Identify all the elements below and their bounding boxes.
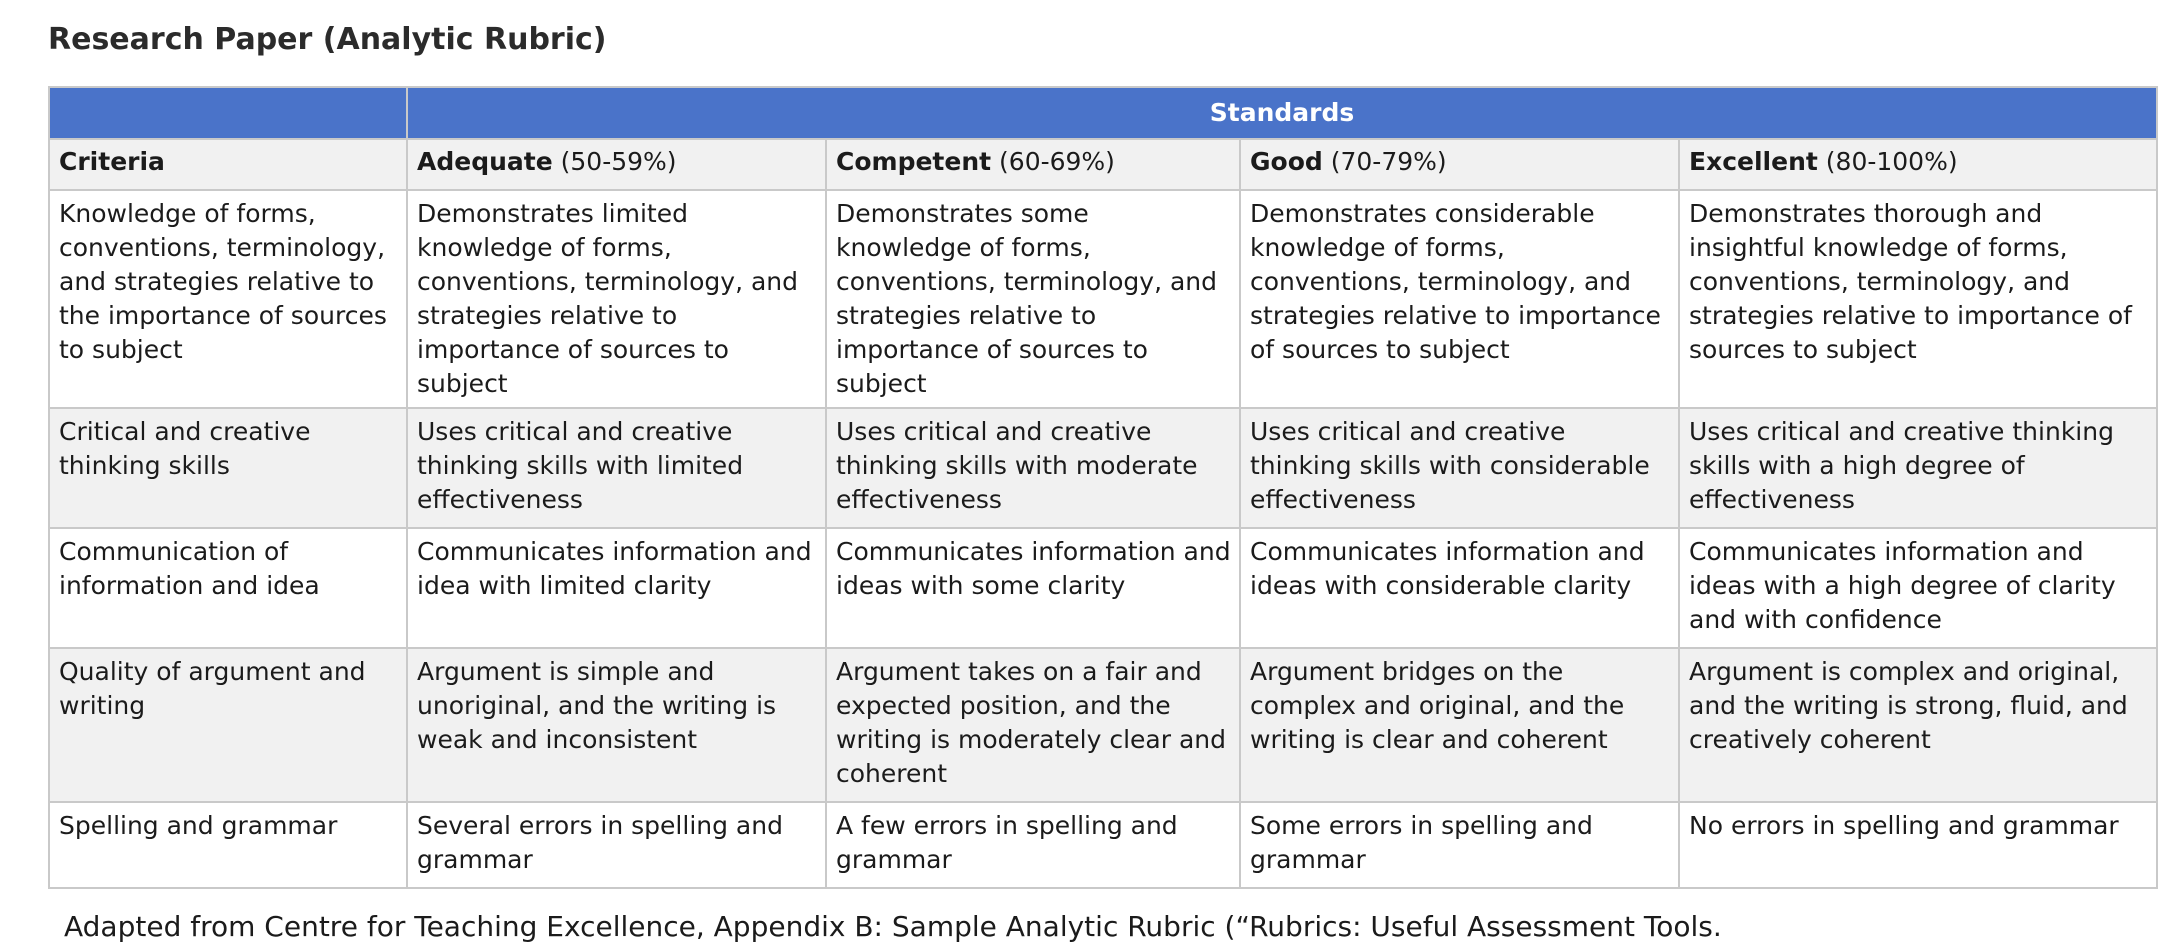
- level-name: Excellent: [1689, 147, 1818, 176]
- rubric-cell: Argument is complex and original, and th…: [1678, 647, 2158, 803]
- standards-header: Standards: [406, 86, 2158, 140]
- rubric-cell: Uses critical and creative thinking skil…: [825, 407, 1241, 529]
- rubric-cell: Uses critical and creative thinking skil…: [1239, 407, 1680, 529]
- rubric-cell: Several errors in spelling and grammar: [406, 801, 827, 889]
- source-footnote: Adapted from Centre for Teaching Excelle…: [64, 910, 1722, 943]
- table-row: Spelling and grammar Several errors in s…: [48, 801, 2158, 889]
- rubric-cell: Demonstrates considerable knowledge of f…: [1239, 189, 1680, 409]
- rubric-cell: Uses critical and creative thinking skil…: [1678, 407, 2158, 529]
- rubric-cell: Argument takes on a fair and expected po…: [825, 647, 1241, 803]
- rubric-cell: Communicates information and ideas with …: [1239, 527, 1680, 649]
- rubric-cell: Communicates information and idea with l…: [406, 527, 827, 649]
- level-range: (70-79%): [1330, 147, 1447, 176]
- rubric-cell: Demonstrates some knowledge of forms, co…: [825, 189, 1241, 409]
- rubric-cell: Demonstrates thorough and insightful kno…: [1678, 189, 2158, 409]
- level-header-excellent: Excellent (80-100%): [1678, 138, 2158, 191]
- rubric-cell: Some errors in spelling and grammar: [1239, 801, 1680, 889]
- rubric-cell: Communicates information and ideas with …: [825, 527, 1241, 649]
- rubric-cell: Argument is simple and unoriginal, and t…: [406, 647, 827, 803]
- table-row: Knowledge of forms, conventions, termino…: [48, 189, 2158, 409]
- criterion-cell: Critical and creative thinking skills: [48, 407, 408, 529]
- criterion-cell: Communication of information and idea: [48, 527, 408, 649]
- standards-header-row: Standards: [48, 86, 2158, 140]
- rubric-cell: Communicates information and ideas with …: [1678, 527, 2158, 649]
- rubric-cell: Argument bridges on the complex and orig…: [1239, 647, 1680, 803]
- rubric-cell: Uses critical and creative thinking skil…: [406, 407, 827, 529]
- level-range: (80-100%): [1825, 147, 1958, 176]
- table-row: Quality of argument and writing Argument…: [48, 647, 2158, 803]
- level-name: Competent: [836, 147, 992, 176]
- rubric-cell: A few errors in spelling and grammar: [825, 801, 1241, 889]
- criterion-cell: Quality of argument and writing: [48, 647, 408, 803]
- level-range: (50-59%): [560, 147, 677, 176]
- table-row: Communication of information and idea Co…: [48, 527, 2158, 649]
- criterion-cell: Knowledge of forms, conventions, termino…: [48, 189, 408, 409]
- rubric-cell: No errors in spelling and grammar: [1678, 801, 2158, 889]
- criterion-cell: Spelling and grammar: [48, 801, 408, 889]
- standards-blank-cell: [48, 86, 408, 140]
- level-header-adequate: Adequate (50-59%): [406, 138, 827, 191]
- table-row: Critical and creative thinking skills Us…: [48, 407, 2158, 529]
- level-header-competent: Competent (60-69%): [825, 138, 1241, 191]
- level-name: Adequate: [417, 147, 553, 176]
- criteria-header: Criteria: [48, 138, 408, 191]
- page-title: Research Paper (Analytic Rubric): [48, 22, 607, 57]
- level-range: (60-69%): [999, 147, 1115, 176]
- rubric-table: Standards Criteria Adequate (50-59%) Com…: [48, 86, 2158, 889]
- rubric-cell: Demonstrates limited knowledge of forms,…: [406, 189, 827, 409]
- criteria-header-label: Criteria: [59, 147, 165, 176]
- levels-header-row: Criteria Adequate (50-59%) Competent (60…: [48, 138, 2158, 191]
- level-name: Good: [1250, 147, 1323, 176]
- level-header-good: Good (70-79%): [1239, 138, 1680, 191]
